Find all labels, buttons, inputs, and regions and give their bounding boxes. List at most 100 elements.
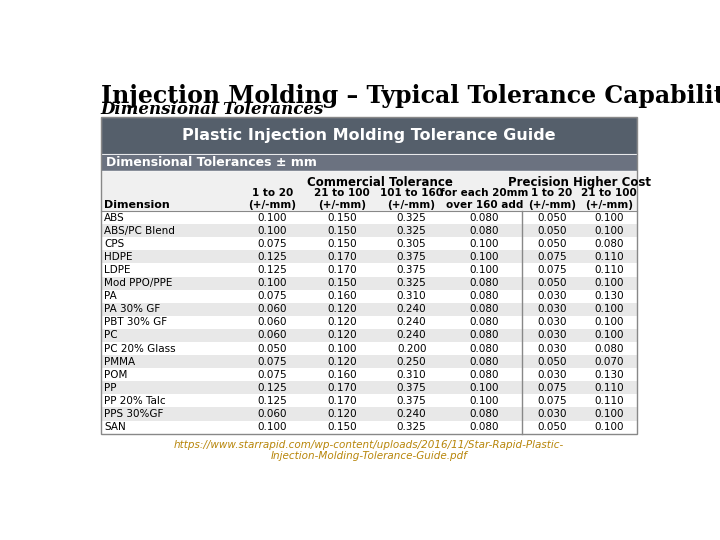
Text: 0.125: 0.125 xyxy=(257,396,287,406)
Text: 0.375: 0.375 xyxy=(397,265,426,275)
Bar xyxy=(101,224,637,237)
Text: 0.075: 0.075 xyxy=(537,396,567,406)
Text: 0.075: 0.075 xyxy=(257,239,287,249)
Text: 101 to 160
(+/-mm): 101 to 160 (+/-mm) xyxy=(380,188,443,210)
Text: 0.150: 0.150 xyxy=(327,213,356,222)
Text: 0.375: 0.375 xyxy=(397,252,426,262)
Text: 0.080: 0.080 xyxy=(469,330,499,340)
Text: 0.030: 0.030 xyxy=(537,318,567,327)
Text: 0.080: 0.080 xyxy=(469,278,499,288)
Text: 0.075: 0.075 xyxy=(257,370,287,380)
Text: 0.080: 0.080 xyxy=(595,343,624,354)
Text: 0.120: 0.120 xyxy=(327,318,356,327)
Bar xyxy=(101,289,637,303)
Text: PA: PA xyxy=(104,291,117,301)
Text: 0.120: 0.120 xyxy=(327,409,356,419)
Bar xyxy=(101,329,637,342)
Text: 0.100: 0.100 xyxy=(595,213,624,222)
Text: 0.125: 0.125 xyxy=(257,265,287,275)
Text: Mod PPO/PPE: Mod PPO/PPE xyxy=(104,278,172,288)
Text: 0.080: 0.080 xyxy=(469,226,499,236)
Text: 0.130: 0.130 xyxy=(595,291,624,301)
Text: 0.075: 0.075 xyxy=(537,383,567,393)
Text: 0.080: 0.080 xyxy=(469,422,499,432)
Text: 0.030: 0.030 xyxy=(537,330,567,340)
Text: Precision Higher Cost: Precision Higher Cost xyxy=(508,177,652,190)
Bar xyxy=(101,264,637,276)
Text: SAN: SAN xyxy=(104,422,126,432)
Bar xyxy=(101,342,637,355)
Text: 0.150: 0.150 xyxy=(327,422,356,432)
Bar xyxy=(101,316,637,329)
Bar xyxy=(101,154,637,171)
Text: CPS: CPS xyxy=(104,239,125,249)
Text: Dimension: Dimension xyxy=(104,200,170,210)
Text: 0.100: 0.100 xyxy=(469,239,499,249)
Text: 0.080: 0.080 xyxy=(469,343,499,354)
Text: 0.075: 0.075 xyxy=(537,252,567,262)
Text: 1 to 20
(+/-mm): 1 to 20 (+/-mm) xyxy=(528,188,576,210)
Text: 0.100: 0.100 xyxy=(595,330,624,340)
Text: 0.110: 0.110 xyxy=(595,265,624,275)
Text: 0.150: 0.150 xyxy=(327,226,356,236)
Text: 0.305: 0.305 xyxy=(397,239,426,249)
Bar xyxy=(101,171,637,211)
Bar xyxy=(101,408,637,421)
Text: 0.250: 0.250 xyxy=(397,356,426,367)
Text: 0.050: 0.050 xyxy=(537,278,567,288)
Text: 0.080: 0.080 xyxy=(469,213,499,222)
Text: 0.100: 0.100 xyxy=(469,252,499,262)
Text: 0.070: 0.070 xyxy=(595,356,624,367)
Text: 0.170: 0.170 xyxy=(327,396,356,406)
Text: ABS: ABS xyxy=(104,213,125,222)
Bar xyxy=(101,421,637,434)
Bar xyxy=(101,381,637,394)
Text: 0.100: 0.100 xyxy=(257,226,287,236)
Text: 21 to 100
(+/-mm): 21 to 100 (+/-mm) xyxy=(314,188,370,210)
Text: 0.100: 0.100 xyxy=(257,278,287,288)
Text: 0.075: 0.075 xyxy=(257,356,287,367)
Text: PC: PC xyxy=(104,330,117,340)
Text: 0.375: 0.375 xyxy=(397,396,426,406)
Text: 0.120: 0.120 xyxy=(327,304,356,314)
Text: 0.100: 0.100 xyxy=(595,318,624,327)
Text: 0.060: 0.060 xyxy=(257,318,287,327)
Text: 0.150: 0.150 xyxy=(327,278,356,288)
Text: 0.050: 0.050 xyxy=(257,343,287,354)
Text: 0.060: 0.060 xyxy=(257,409,287,419)
Text: Plastic Injection Molding Tolerance Guide: Plastic Injection Molding Tolerance Guid… xyxy=(182,128,556,143)
Text: 0.125: 0.125 xyxy=(257,383,287,393)
Text: 0.080: 0.080 xyxy=(469,291,499,301)
Text: 0.110: 0.110 xyxy=(595,383,624,393)
Text: 0.075: 0.075 xyxy=(257,291,287,301)
Text: 0.030: 0.030 xyxy=(537,291,567,301)
Bar xyxy=(101,394,637,408)
Text: 0.310: 0.310 xyxy=(397,291,426,301)
Text: 0.050: 0.050 xyxy=(537,239,567,249)
Text: 0.240: 0.240 xyxy=(397,330,426,340)
Bar xyxy=(101,368,637,381)
Text: 0.060: 0.060 xyxy=(257,304,287,314)
Text: 0.120: 0.120 xyxy=(327,330,356,340)
Text: 0.030: 0.030 xyxy=(537,409,567,419)
Text: 0.030: 0.030 xyxy=(537,370,567,380)
Text: 0.100: 0.100 xyxy=(469,396,499,406)
Text: 0.060: 0.060 xyxy=(257,330,287,340)
Text: 0.170: 0.170 xyxy=(327,252,356,262)
Text: 0.325: 0.325 xyxy=(397,226,426,236)
Text: 0.080: 0.080 xyxy=(469,370,499,380)
Text: 0.310: 0.310 xyxy=(397,370,426,380)
Bar xyxy=(101,117,637,434)
Text: PP 20% Talc: PP 20% Talc xyxy=(104,396,166,406)
Bar xyxy=(101,117,637,154)
Text: PP: PP xyxy=(104,383,117,393)
Text: 0.325: 0.325 xyxy=(397,422,426,432)
Bar xyxy=(101,251,637,264)
Bar xyxy=(101,303,637,316)
Text: 0.110: 0.110 xyxy=(595,396,624,406)
Bar xyxy=(101,211,637,224)
Text: 0.325: 0.325 xyxy=(397,213,426,222)
Text: 0.100: 0.100 xyxy=(469,265,499,275)
Text: HDPE: HDPE xyxy=(104,252,132,262)
Text: 0.100: 0.100 xyxy=(595,304,624,314)
